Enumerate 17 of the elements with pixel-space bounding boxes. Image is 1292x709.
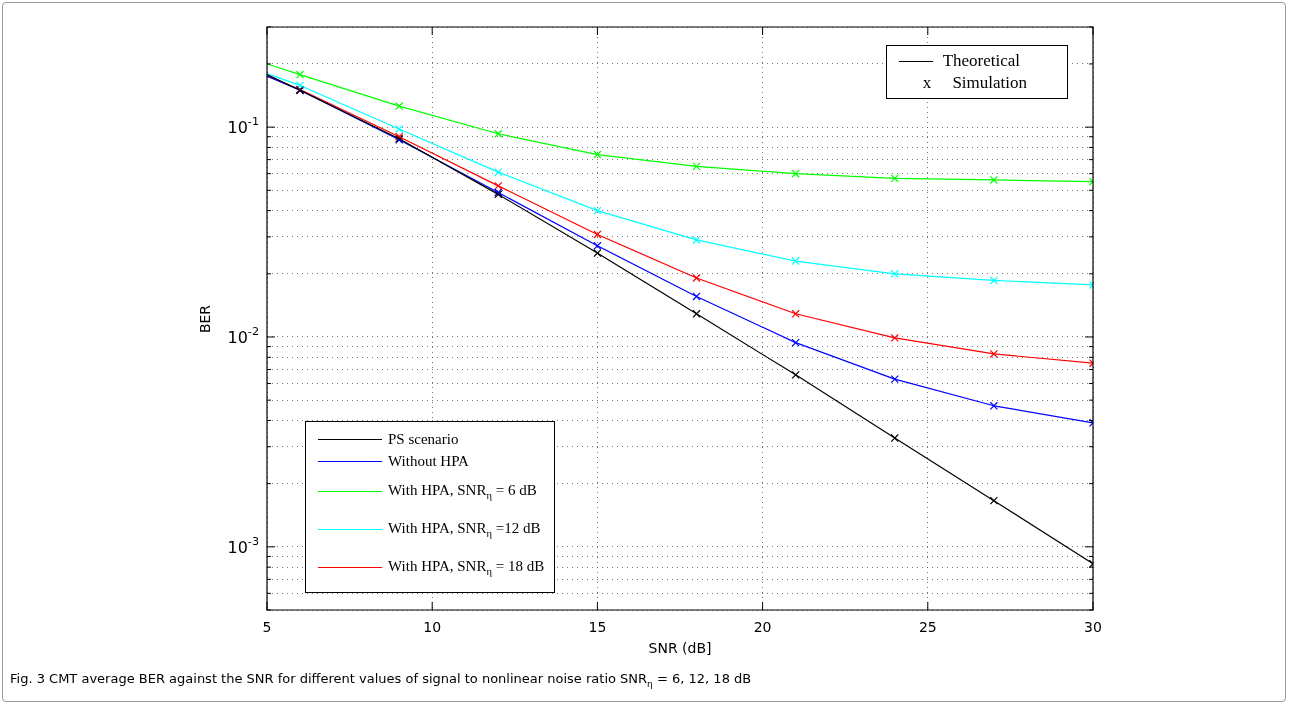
x-tick-label: 20 — [753, 618, 772, 635]
x-tick-label: 15 — [588, 618, 607, 635]
y-axis-title: BER — [197, 304, 213, 333]
legend-label: With HPA, SNR$_{η}$ = 6 dB — [388, 481, 537, 501]
legend-label: With HPA, SNR$_{η}$ =12 dB — [388, 519, 541, 539]
annotation: x Simulation — [922, 73, 1027, 93]
x-tick-label: 30 — [1084, 618, 1102, 635]
x-tick-label: 5 — [262, 618, 272, 635]
annotation: Theoretical — [942, 51, 1021, 71]
caption: Fig. 3 CMT average BER against the SNR for different values of signal to nonlinear noise ratio SNR$_{η}$ = 6, 12, 18 dB — [10, 671, 752, 689]
key-box: Theoretical x Simulation — [885, 45, 1068, 99]
legend-label: PS scenario — [388, 430, 459, 448]
x-axis-title: SNR (dB] — [648, 640, 712, 656]
x-tick-label: 25 — [918, 618, 937, 635]
x-tick-label: 10 — [423, 618, 442, 635]
legend-label: With HPA, SNR$_{η}$ = 18 dB — [388, 557, 545, 577]
legend-label: Without HPA — [388, 452, 469, 470]
